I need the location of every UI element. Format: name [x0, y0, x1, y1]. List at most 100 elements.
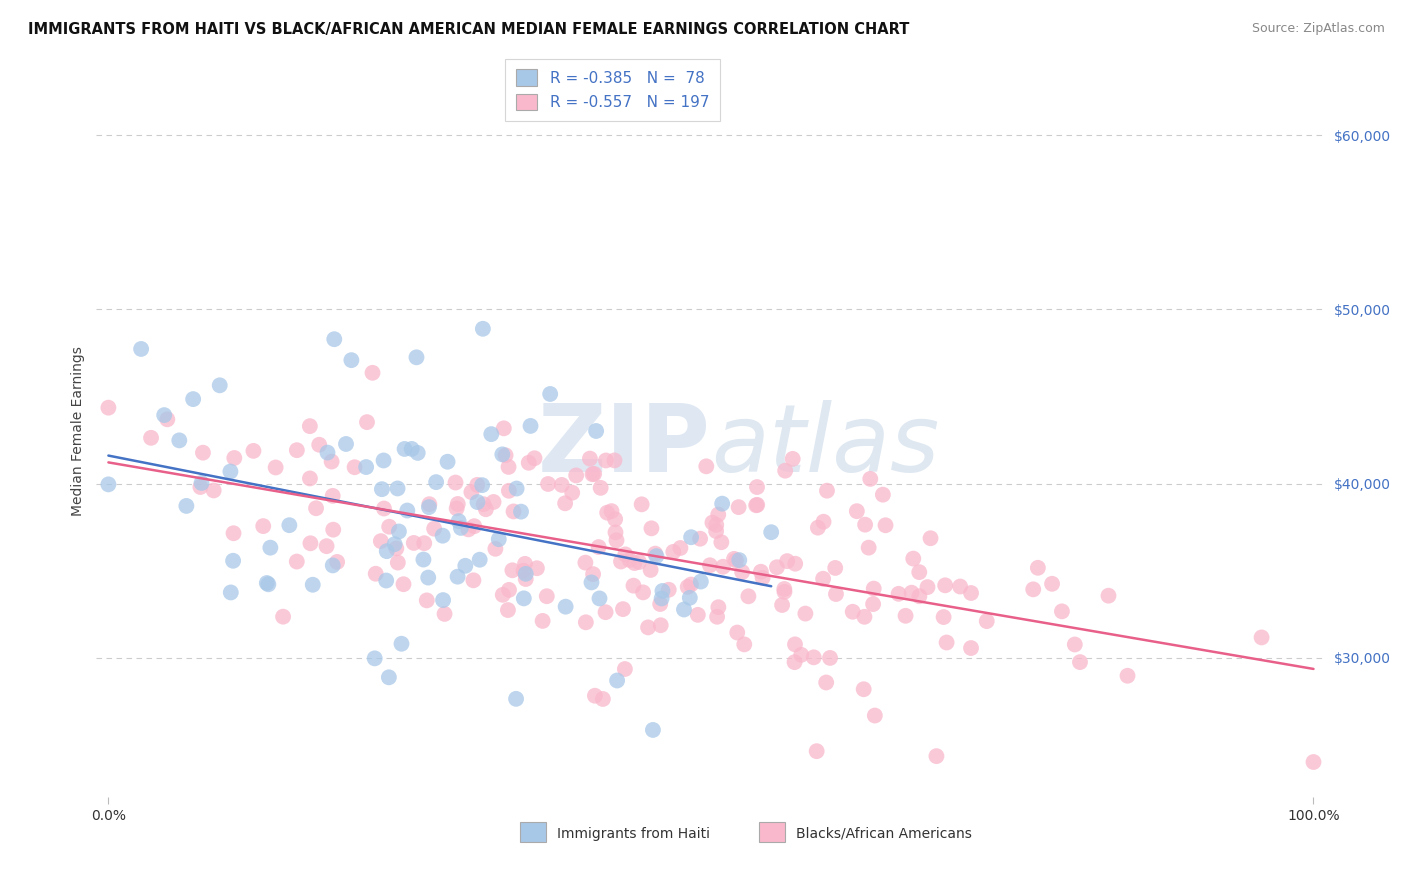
Point — [583, 689, 606, 703]
Point — [392, 577, 415, 591]
Point — [689, 532, 711, 546]
Point — [612, 602, 634, 616]
Point — [1069, 655, 1091, 669]
Point — [728, 553, 751, 567]
Point — [1302, 755, 1324, 769]
Point — [582, 567, 605, 582]
Point — [824, 561, 846, 575]
Point — [631, 585, 654, 599]
Point — [475, 502, 498, 516]
Point — [605, 525, 627, 540]
Point — [413, 536, 436, 550]
Point — [129, 342, 152, 356]
Point — [1063, 638, 1085, 652]
Point — [853, 517, 876, 532]
Point — [704, 518, 727, 533]
Point — [425, 475, 447, 489]
Point — [335, 437, 357, 451]
Point — [1050, 604, 1073, 618]
Point — [498, 459, 520, 474]
Point — [298, 471, 321, 485]
Point — [679, 591, 702, 605]
Point — [495, 448, 517, 462]
Point — [862, 597, 884, 611]
Point — [396, 503, 419, 517]
Point — [285, 443, 308, 458]
Point — [259, 541, 281, 555]
Point — [776, 554, 799, 568]
Point — [588, 591, 610, 606]
Point — [219, 465, 242, 479]
Point — [356, 415, 378, 429]
Point — [505, 691, 527, 706]
Point — [596, 506, 619, 520]
Point — [815, 675, 838, 690]
Point — [662, 545, 685, 559]
Point — [457, 522, 479, 536]
Point — [932, 610, 955, 624]
Point — [384, 537, 406, 551]
Point — [725, 625, 748, 640]
Point — [308, 438, 330, 452]
Point — [536, 589, 558, 603]
Point — [299, 536, 322, 550]
Point — [202, 483, 225, 498]
Point — [773, 464, 796, 478]
Point — [551, 478, 574, 492]
Point — [433, 607, 456, 621]
Point — [737, 589, 759, 603]
Point — [711, 559, 734, 574]
Point — [190, 480, 212, 494]
Point — [463, 519, 485, 533]
Point — [471, 478, 494, 492]
Point — [872, 488, 894, 502]
Point — [579, 451, 602, 466]
Point — [731, 565, 754, 579]
Point — [976, 614, 998, 628]
Point — [606, 673, 628, 688]
Point — [887, 587, 910, 601]
Point — [321, 454, 343, 468]
Point — [405, 351, 427, 365]
Point — [492, 421, 515, 435]
Point — [676, 580, 699, 594]
Point — [498, 483, 520, 498]
Point — [773, 582, 796, 596]
Point — [875, 518, 897, 533]
Point — [505, 482, 527, 496]
Point — [699, 558, 721, 573]
Point — [554, 599, 576, 614]
Point — [949, 580, 972, 594]
Point — [707, 508, 730, 522]
Point — [315, 539, 337, 553]
Point — [176, 499, 198, 513]
Point — [935, 635, 957, 649]
Point — [471, 322, 494, 336]
Point — [432, 529, 454, 543]
Point — [724, 553, 747, 567]
Point — [190, 475, 212, 490]
Point — [391, 637, 413, 651]
Text: Immigrants from Haiti: Immigrants from Haiti — [557, 827, 710, 840]
Point — [1026, 561, 1049, 575]
Point — [679, 577, 702, 591]
Legend: R = -0.385   N =  78, R = -0.557   N = 197: R = -0.385 N = 78, R = -0.557 N = 197 — [505, 59, 720, 121]
Point — [811, 572, 834, 586]
Point — [770, 598, 793, 612]
Point — [761, 525, 783, 540]
Point — [613, 662, 636, 676]
Point — [531, 614, 554, 628]
Point — [224, 450, 246, 465]
Point — [704, 524, 727, 538]
Point — [575, 615, 598, 630]
Point — [1250, 631, 1272, 645]
Point — [465, 478, 488, 492]
Point — [669, 541, 692, 555]
Point — [623, 556, 645, 570]
Point — [695, 459, 717, 474]
Point — [373, 453, 395, 467]
Point — [908, 589, 931, 603]
Point — [794, 607, 817, 621]
Point — [641, 723, 664, 737]
Point — [401, 442, 423, 456]
